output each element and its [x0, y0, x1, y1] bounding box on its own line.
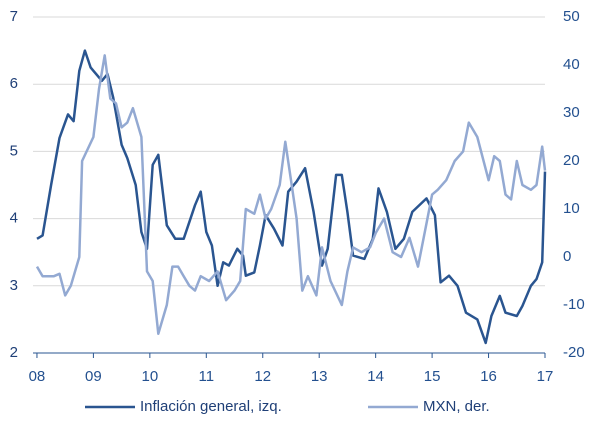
y2-tick-label: 10	[563, 200, 580, 217]
y2-tick-label: 40	[563, 56, 580, 73]
x-tick-label: 10	[142, 368, 159, 385]
series-line	[36, 49, 547, 345]
y2-tick-label: 30	[563, 104, 580, 121]
y2-tick-label: -10	[563, 296, 585, 313]
x-tick-label: 17	[537, 368, 554, 385]
y2-tick-label: -20	[563, 344, 585, 361]
x-tick-label: 15	[424, 368, 441, 385]
legend-label: Inflación general, izq.	[140, 398, 282, 415]
y-tick-label: 3	[10, 277, 18, 294]
x-tick-label: 16	[480, 368, 497, 385]
legend-label: MXN, der.	[423, 398, 490, 415]
y2-tick-label: 50	[563, 8, 580, 25]
x-tick-label: 09	[85, 368, 102, 385]
x-tick-label: 12	[254, 368, 271, 385]
x-tick-label: 08	[29, 368, 46, 385]
x-tick-label: 11	[199, 368, 215, 385]
y-tick-label: 4	[10, 210, 18, 227]
y-tick-label: 5	[10, 142, 18, 159]
y-tick-label: 6	[10, 75, 18, 92]
y-tick-label: 2	[10, 344, 18, 361]
y2-tick-label: 0	[563, 248, 571, 265]
y2-tick-label: 20	[563, 152, 580, 169]
y-tick-label: 7	[10, 8, 18, 25]
x-tick-label: 13	[311, 368, 328, 385]
series-line	[35, 54, 547, 336]
x-tick-label: 14	[367, 368, 384, 385]
